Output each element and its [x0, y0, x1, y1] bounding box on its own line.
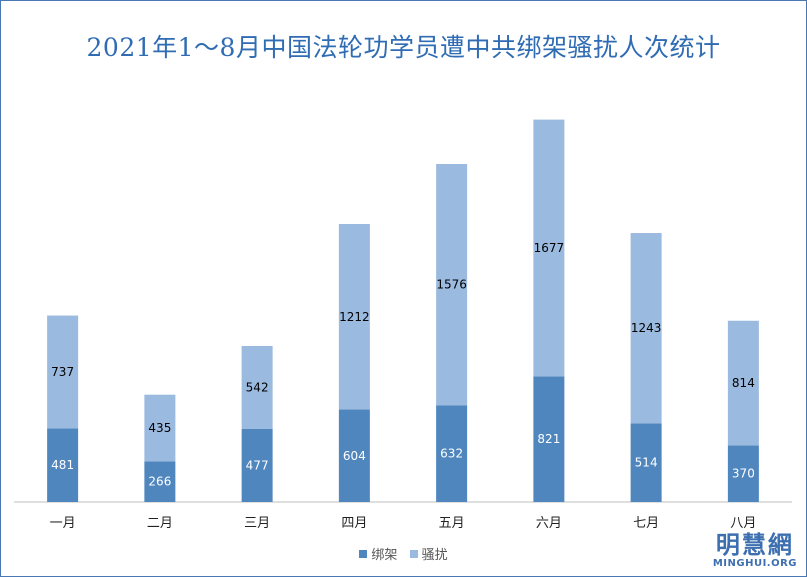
bar-harass-7: [630, 233, 662, 424]
data-label-kidnap-1: 481: [51, 458, 74, 472]
x-tick-label-6: 六月: [536, 516, 562, 531]
x-tick-label-8: 八月: [730, 516, 756, 531]
data-label-kidnap-4: 604: [343, 449, 366, 463]
data-label-harass-1: 737: [51, 365, 74, 379]
bar-kidnap-7: [630, 423, 662, 502]
bar-harass-1: [47, 315, 79, 429]
bar-harass-6: [533, 119, 565, 377]
watermark-name-cn: 明慧網: [715, 530, 794, 559]
data-label-kidnap-2: 266: [148, 475, 171, 489]
legend-item-kidnap: 绑架: [359, 544, 397, 563]
x-tick-label-3: 三月: [244, 516, 270, 531]
data-label-harass-7: 1243: [631, 321, 662, 335]
x-tick-label-1: 一月: [50, 516, 76, 531]
minghui-watermark-logo: 明慧網 MINGHUI.ORG: [712, 530, 797, 570]
data-label-harass-5: 1576: [436, 278, 467, 292]
legend-swatch-harass: [409, 550, 418, 558]
bar-harass-2: [144, 394, 176, 462]
legend-swatch-kidnap: [359, 550, 368, 558]
bar-harass-4: [338, 224, 370, 410]
data-label-kidnap-7: 514: [635, 456, 658, 470]
chart-legend: 绑架 骚扰: [0, 544, 807, 563]
legend-label-harass: 骚扰: [421, 548, 448, 563]
data-label-kidnap-6: 821: [537, 432, 560, 446]
data-label-kidnap-5: 632: [440, 447, 463, 461]
bar-kidnap-3: [241, 428, 273, 502]
data-label-harass-2: 435: [148, 421, 171, 435]
data-label-harass-8: 814: [732, 376, 755, 390]
bar-harass-3: [241, 346, 273, 429]
x-tick-label-4: 四月: [341, 516, 367, 531]
bar-harass-8: [727, 320, 759, 446]
bar-kidnap-1: [47, 428, 79, 502]
chart-title: 2021年1～8月中国法轮功学员遭中共绑架骚扰人次统计: [86, 33, 721, 62]
x-tick-label-7: 七月: [633, 516, 659, 531]
data-label-harass-6: 1677: [534, 241, 565, 255]
bar-kidnap-2: [144, 461, 176, 502]
data-label-harass-3: 542: [246, 380, 269, 394]
bar-harass-5: [436, 164, 468, 406]
x-tick-label-2: 二月: [147, 516, 173, 531]
data-label-harass-4: 1212: [339, 310, 370, 324]
data-label-kidnap-8: 370: [732, 467, 755, 481]
bar-kidnap-6: [533, 376, 565, 502]
legend-item-harass: 骚扰: [409, 544, 448, 563]
watermark-name-en: MINGHUI.ORG: [712, 558, 797, 569]
bar-kidnap-8: [727, 445, 759, 502]
x-tick-label-5: 五月: [439, 516, 465, 531]
bar-kidnap-5: [436, 405, 468, 502]
data-label-kidnap-3: 477: [246, 458, 269, 472]
legend-label-kidnap: 绑架: [371, 548, 398, 563]
bar-kidnap-4: [338, 409, 370, 502]
